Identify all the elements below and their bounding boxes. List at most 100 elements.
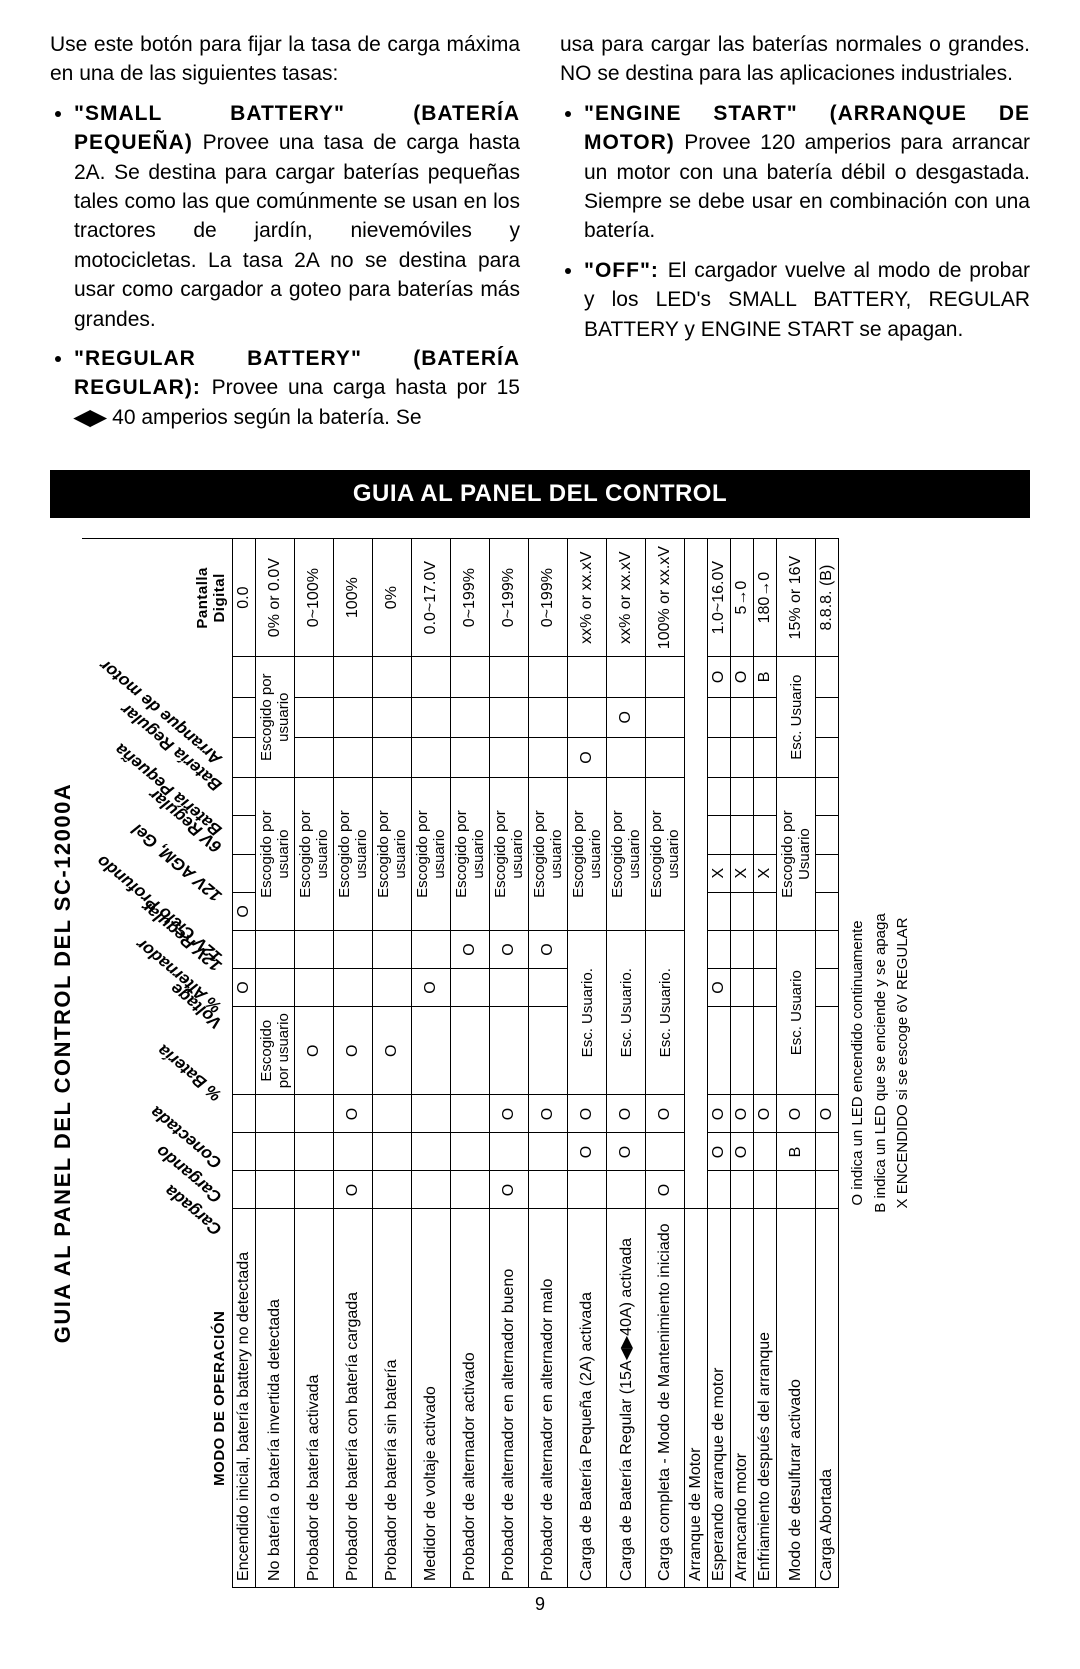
cell [816,737,839,777]
cell-escogido: Escogido por usuario [412,778,451,931]
cell-modo: No batería o batería invertida detectada [256,1209,295,1588]
cell-digital: 0~199% [451,539,490,657]
table-row: Probador de batería sin batería O Escogido… [373,539,412,1588]
cell [334,931,373,969]
cell [256,1171,295,1209]
cell [490,657,529,697]
bullet-engine: "ENGINE START" (ARRANQUE DE MOTOR) Prove… [584,99,1030,246]
cell [233,657,256,697]
cell [731,1007,754,1096]
cell-modo: Medidor de voltaje activado [412,1209,451,1588]
cell: O [490,931,529,969]
table-row: Modo de desulfurar activadoBOEsc. Usuari… [777,539,816,1588]
cell: O [816,1095,839,1133]
cell [731,778,754,816]
cell-digital: 0~199% [490,539,529,657]
cell [816,816,839,854]
cell-digital: xx% or xx.xV [607,539,646,657]
cell: B [777,1133,816,1171]
cell-escogido: Escogido por Usuario [777,778,816,931]
regular-body-b: 40 amperios según la batería. Se [106,406,421,429]
cell [529,697,568,737]
cell [754,697,777,737]
cell-escogido: Esc. Usuario [777,931,816,1096]
separator-label: Arranque de Motor [685,1209,708,1588]
cell [816,854,839,892]
cell [233,854,256,892]
cell: O [451,931,490,969]
cell [451,969,490,1007]
cell: O [373,1007,412,1096]
cell: O [777,1095,816,1133]
cell [490,1133,529,1171]
cell [233,1133,256,1171]
cell [731,697,754,737]
cell [295,657,334,697]
cell-modo: Probador de alternador en alternador bue… [490,1209,529,1588]
cell-escogido: Esc. Usuario. [607,931,646,1096]
cell: O [490,1171,529,1209]
cell-modo: Enfriamiento después del arranque [754,1209,777,1588]
bullet-off: "OFF": El cargador vuelve al modo de pro… [584,256,1030,344]
cell: O [529,931,568,969]
cell [451,1095,490,1133]
cell: O [731,1133,754,1171]
cell-modo: Probador de batería con batería cargada [334,1209,373,1588]
cell [529,1171,568,1209]
cell [646,657,685,697]
cell [451,657,490,697]
cell [754,1007,777,1096]
cell [295,931,334,969]
cell [646,697,685,737]
cell [256,1095,295,1133]
cell-escogido: Escogido por usuario [451,778,490,931]
cell [529,737,568,777]
cell [233,778,256,816]
cell: X [731,854,754,892]
cell-modo: Probador de batería activada [295,1209,334,1588]
cell-modo: Probador de batería sin batería [373,1209,412,1588]
cell-escogido: Escogido por usuario [256,1007,295,1096]
cell-escogido: Esc. Usuario. [568,931,607,1096]
cell-escogido: Escogido por usuario [334,778,373,931]
cell [708,737,731,777]
cell-digital: 0.0~17.0V [412,539,451,657]
cell: X [754,854,777,892]
cell [334,969,373,1007]
cell-escogido: Escogido por usuario [490,778,529,931]
cell-escogido: Escogido por usuario [373,778,412,931]
cell [754,931,777,969]
cell [451,737,490,777]
cell-digital: 15% or 16V [777,539,816,657]
cell [607,737,646,777]
cell [816,697,839,737]
cell [708,697,731,737]
legend: O indica un LED encendido continuamente … [847,538,915,1588]
cell-modo: Arrancando motor [731,1209,754,1588]
cell: O [708,1133,731,1171]
cell [373,737,412,777]
cell [373,1095,412,1133]
table-row: Carga de Batería Pequeña (2A) activadaOO… [568,539,607,1588]
regular-continuation: usa para cargar las baterías normales o … [560,30,1030,89]
cell [816,931,839,969]
cell: O [646,1171,685,1209]
cell: O [708,1095,731,1133]
cell [646,1133,685,1171]
regular-body-a: Provee una carga hasta por 15 [212,376,520,399]
cell-digital: 0% [373,539,412,657]
cell [816,1007,839,1096]
table-row: Carga AbortadaO8.8.8. (B) [816,539,839,1588]
table-row: Probador de alternador activadoOEscogido… [451,539,490,1588]
cell [754,778,777,816]
cell: O [568,1095,607,1133]
cell: O [731,1095,754,1133]
cell-modo: Esperando arranque de motor [708,1209,731,1588]
cell-escogido: Escogido por usuario [607,778,646,931]
control-panel-table: MODO DE OPERACIÓN Cargada Cargando Conec… [82,538,839,1588]
cell-escogido: Escogido por usuario [529,778,568,931]
arrow-icon: ◀▶ [74,403,106,432]
cell: O [529,1095,568,1133]
cell [412,737,451,777]
table-row: No batería o batería invertida detectada… [256,539,295,1588]
